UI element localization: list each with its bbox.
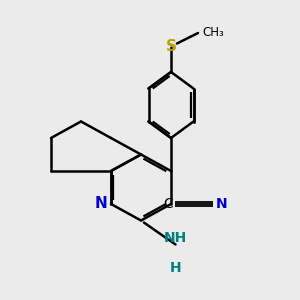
Text: S: S: [166, 39, 176, 54]
Text: NH: NH: [164, 230, 187, 244]
Text: N: N: [95, 196, 107, 211]
Text: H: H: [170, 261, 181, 275]
Text: N: N: [215, 197, 227, 211]
Text: C: C: [164, 197, 173, 211]
Text: CH₃: CH₃: [202, 26, 224, 40]
